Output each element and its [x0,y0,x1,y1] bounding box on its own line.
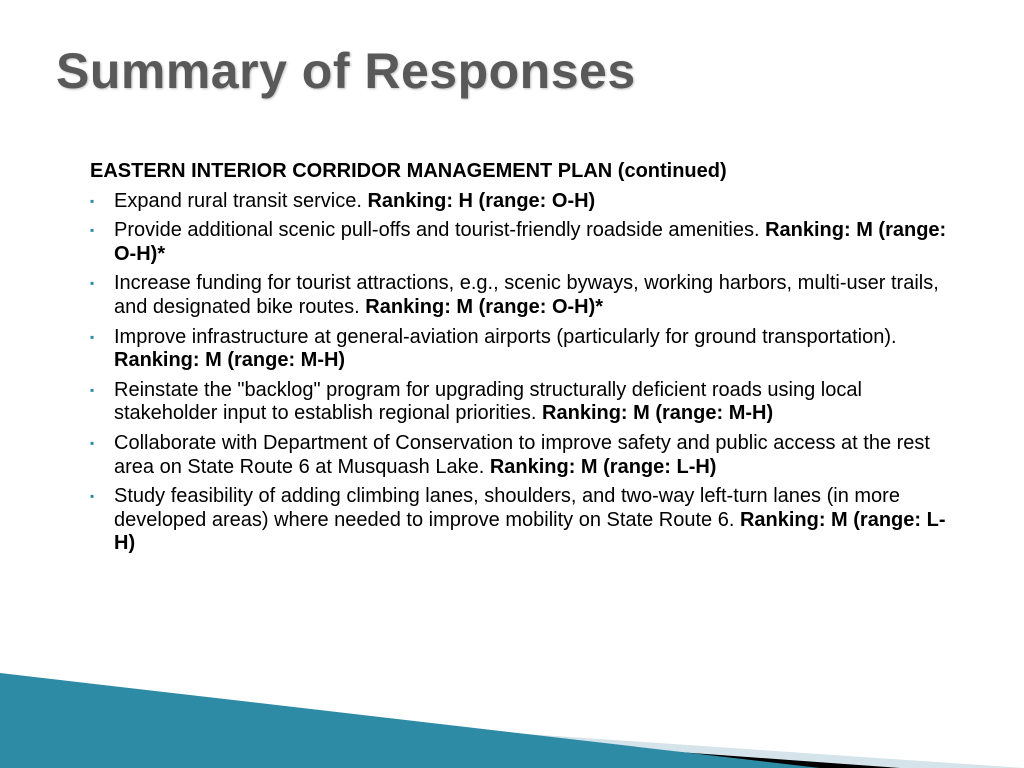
slide-content: EASTERN INTERIOR CORRIDOR MANAGEMENT PLA… [90,160,954,562]
list-item: Increase funding for tourist attractions… [90,272,954,319]
item-ranking: Ranking: H (range: O-H) [367,190,595,212]
list-item: Reinstate the "backlog" program for upgr… [90,379,954,426]
slide-title: Summary of Responses [56,42,636,100]
item-text: Expand rural transit service. [114,190,367,212]
item-text: Provide additional scenic pull-offs and … [114,219,765,241]
item-ranking: Ranking: M (range: M-H) [542,402,773,424]
item-ranking: Ranking: M (range: L-H) [490,456,717,478]
list-item: Improve infrastructure at general-aviati… [90,326,954,373]
bullet-list: Expand rural transit service. Ranking: H… [90,190,954,556]
item-ranking: Ranking: M (range: M-H) [114,349,345,371]
decoration-triangle-teal [0,673,820,768]
item-ranking: Ranking: M (range: O-H)* [365,296,603,318]
list-item: Expand rural transit service. Ranking: H… [90,190,954,214]
item-text: Improve infrastructure at general-aviati… [114,326,897,348]
subheading: EASTERN INTERIOR CORRIDOR MANAGEMENT PLA… [90,160,954,184]
slide: Summary of Responses EASTERN INTERIOR CO… [0,0,1024,768]
list-item: Collaborate with Department of Conservat… [90,432,954,479]
list-item: Study feasibility of adding climbing lan… [90,485,954,556]
list-item: Provide additional scenic pull-offs and … [90,219,954,266]
